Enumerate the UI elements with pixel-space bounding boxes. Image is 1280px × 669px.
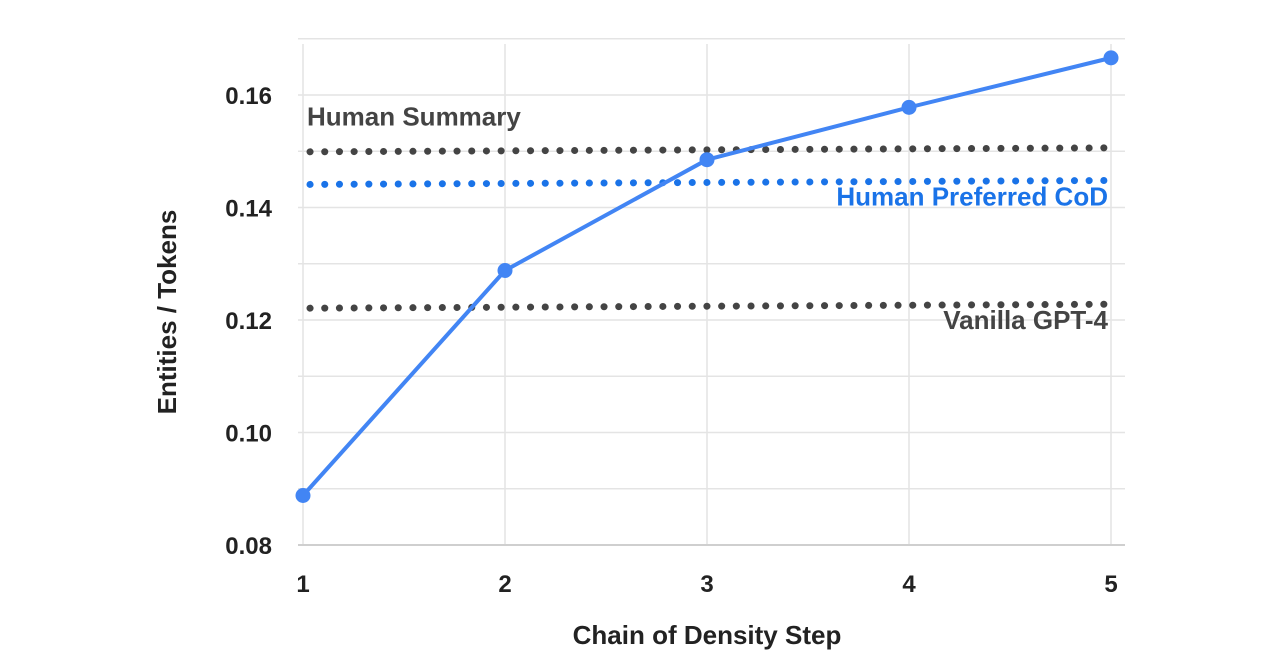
y-tick-label: 0.16 bbox=[225, 83, 272, 110]
reference-line-vanilla-gpt-4 bbox=[306, 300, 1110, 312]
reference-lines: Human Summary Human Preferred CoD Vanilla … bbox=[306, 101, 1110, 335]
reference-label-human-preferred-cod: Human Preferred CoD bbox=[836, 181, 1108, 211]
data-point bbox=[1103, 50, 1119, 66]
x-tick-label: 1 bbox=[296, 571, 309, 598]
x-tick-label: 2 bbox=[498, 571, 511, 598]
x-tick-label: 5 bbox=[1104, 571, 1117, 598]
x-tick-label: 3 bbox=[700, 571, 713, 598]
data-point bbox=[901, 99, 917, 115]
y-tick-label: 0.10 bbox=[225, 421, 272, 448]
reference-line-human-summary bbox=[306, 144, 1110, 156]
data-point bbox=[497, 263, 513, 278]
data-point bbox=[699, 152, 715, 168]
y-tick-labels: 0.08 0.10 0.12 0.14 0.16 bbox=[225, 83, 272, 560]
series-layer bbox=[295, 50, 1119, 503]
x-tick-label: 4 bbox=[902, 571, 916, 598]
y-tick-label: 0.14 bbox=[225, 196, 272, 223]
x-tick-labels: 1 2 3 4 5 bbox=[296, 571, 1117, 598]
y-tick-label: 0.12 bbox=[225, 308, 272, 335]
reference-label-human-summary: Human Summary bbox=[307, 101, 521, 131]
x-axis-title: Chain of Density Step bbox=[573, 620, 842, 650]
reference-label-vanilla-gpt-4: Vanilla GPT-4 bbox=[943, 305, 1108, 335]
y-axis-title: Entities / Tokens bbox=[152, 210, 182, 415]
y-tick-label: 0.08 bbox=[225, 533, 272, 560]
grid bbox=[298, 38, 1125, 546]
reference-line-human-preferred-cod bbox=[306, 177, 1110, 188]
data-point bbox=[295, 488, 311, 503]
